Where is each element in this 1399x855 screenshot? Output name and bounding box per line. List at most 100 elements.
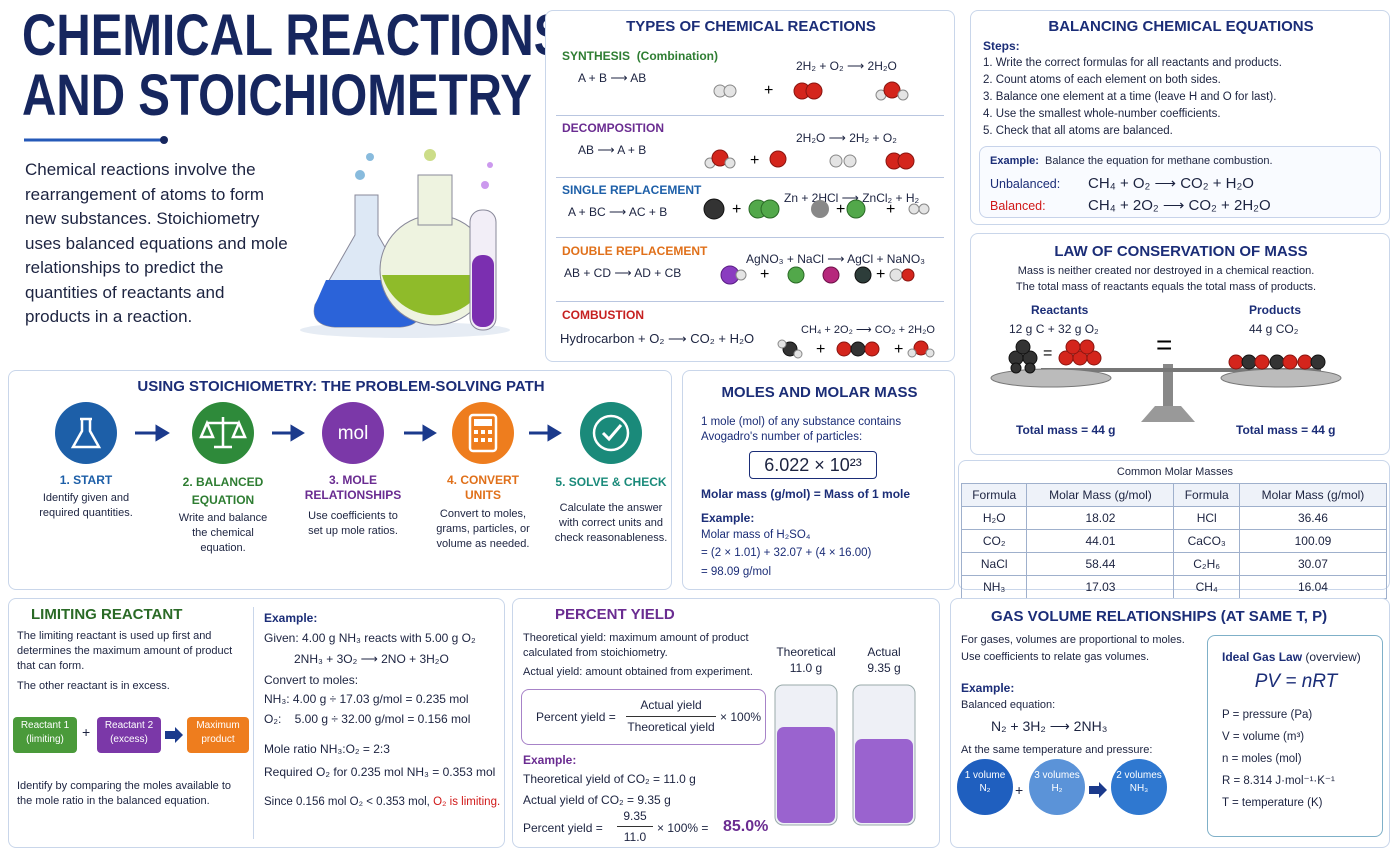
example-line: Actual yield of CO₂ = 9.35 g [523,793,671,807]
shape [468,413,498,453]
atom [723,84,737,98]
flow-box: Reactant 2 (excess) [97,717,161,753]
molecules: + [713,81,909,101]
plus: + [760,266,769,283]
reaction-name: SINGLE REPLACEMENT [562,183,702,197]
example-line: Since 0.156 mol O₂ < 0.353 mol, O₂ is li… [264,795,500,810]
step: 3. Balance one element at a time (leave … [983,91,1277,103]
section-title: PERCENT YIELD [555,606,675,623]
separator [556,301,944,302]
cell: 36.46 [1238,506,1388,530]
denominator: Theoretical yield [627,720,715,734]
desc: The other reactant is in excess. [17,680,170,692]
atom [703,198,725,220]
atom [889,268,903,282]
numerator: Actual yield [640,698,702,712]
divider [253,607,254,839]
shape [474,430,478,434]
step: 1. Write the correct formulas for all re… [983,57,1282,69]
arrow [1089,782,1107,798]
atom [907,348,917,358]
example-line: Convert to moles: [264,673,359,687]
beaker-label: Actual [867,645,901,659]
gas: NH₃ [1129,783,1149,794]
atom [777,339,787,349]
section-title: MOLES AND MOLAR MASS [721,384,918,401]
section-title: LIMITING REACTANT [31,606,183,623]
title: AND STOICHIOMETRY [22,63,532,128]
example: 2H₂ + O₂ ⟶ 2H₂O [796,59,897,73]
yield-panel: PERCENT YIELD Theoretical yield: maximum… [512,598,940,848]
times: × 100% [720,710,762,724]
atom [782,341,798,357]
amount: 1 volume [964,770,1006,781]
atom [1010,362,1022,374]
path-panel: USING STOICHIOMETRY: THE PROBLEM-SOLVING… [8,370,672,590]
section-title: LAW OF CONSERVATION OF MASS [1054,243,1308,260]
intro: 1 mole (mol) of any substance contains A… [701,416,902,443]
example-text: Balance the equation for methane combust… [1045,155,1273,167]
reaction-name: COMBUSTION [562,308,644,322]
cell: HCl [1173,506,1240,530]
example-line: = (2 × 1.01) + 32.07 + (4 × 16.00) [701,547,872,559]
row: H₂O 18.02 HCl 36.46 [960,506,1388,530]
path-icons: mol [55,402,642,464]
fraction-bar [626,716,716,717]
cell: 58.44 [1026,552,1175,576]
avogadro: 6.022 × 10²³ [749,451,877,479]
molar-def: Molar mass (g/mol) = Mass of 1 mole [701,487,911,501]
moles-panel: MOLES AND MOLAR MASS 1 mole (mol) of any… [682,370,955,590]
reactants-label: Reactants [1031,303,1089,317]
cell: 16.04 [1238,575,1388,599]
desc: Theoretical yield: maximum amount of pro… [523,632,749,659]
shape [855,739,913,823]
plus: + [732,201,741,218]
row: NaCl 58.44 C₂H₆ 30.07 [960,552,1388,576]
cell: 17.03 [1026,575,1175,599]
formula-box: Percent yield = Actual yield Theoretical… [521,689,766,745]
conservation-panel: LAW OF CONSERVATION OF MASS Mass is neit… [970,233,1390,455]
row: CO₂ 44.01 CaCO₃ 100.09 [960,529,1388,553]
shape [488,438,492,442]
cell: H₂O [960,506,1028,530]
step-title: 4. CONVERT UNITS [446,473,519,502]
shape [481,438,485,442]
separator [556,177,944,178]
atom [836,341,852,357]
step-desc: Calculate the answer with correct units … [554,502,668,544]
var: T = temperature (K) [1222,797,1323,809]
example-line: Given: 4.00 g NH₃ reacts with 5.00 g O₂ [264,631,476,645]
step-desc: Use coefficients to set up mole ratios. [308,510,398,537]
section-title: USING STOICHIOMETRY: THE PROBLEM-SOLVING… [137,378,545,395]
header-cell: Formula [1173,483,1240,507]
step: 4. Use the smallest whole-number coeffic… [983,108,1221,120]
line: Use coefficients to relate gas volumes. [961,651,1150,663]
line: The total mass of reactants equals the t… [1015,281,1317,293]
atom [1024,362,1036,374]
title-rule [24,136,168,144]
atom [829,154,843,168]
example-label: Example: [264,611,318,625]
shape: Formula Molar Mass (g/mol) Formula Molar Ma… [960,483,1388,599]
calc-num: 9.35 [623,809,647,823]
shape [422,424,437,442]
atom [580,402,642,464]
general: AB ⟶ A + B [578,143,647,157]
shape [382,275,488,316]
atom [1079,339,1095,355]
total: Total mass = 44 g [1016,423,1116,437]
atom [805,82,823,100]
example-line: Molar mass of H₂SO₄ [701,529,811,541]
plus: + [894,341,903,358]
shape [290,424,305,442]
balancing-panel: BALANCING CHEMICAL EQUATIONS Steps: 1. W… [970,10,1390,225]
shape [165,727,183,743]
atom [822,266,840,284]
atom [424,149,436,161]
plus: + [816,341,825,358]
equation: N₂ + 3H₂ ⟶ 2NH₃ [991,718,1108,734]
total: Total mass = 44 g [1236,423,1336,437]
line: Mass is neither created nor destroyed in… [1017,265,1315,277]
atom [160,136,168,144]
